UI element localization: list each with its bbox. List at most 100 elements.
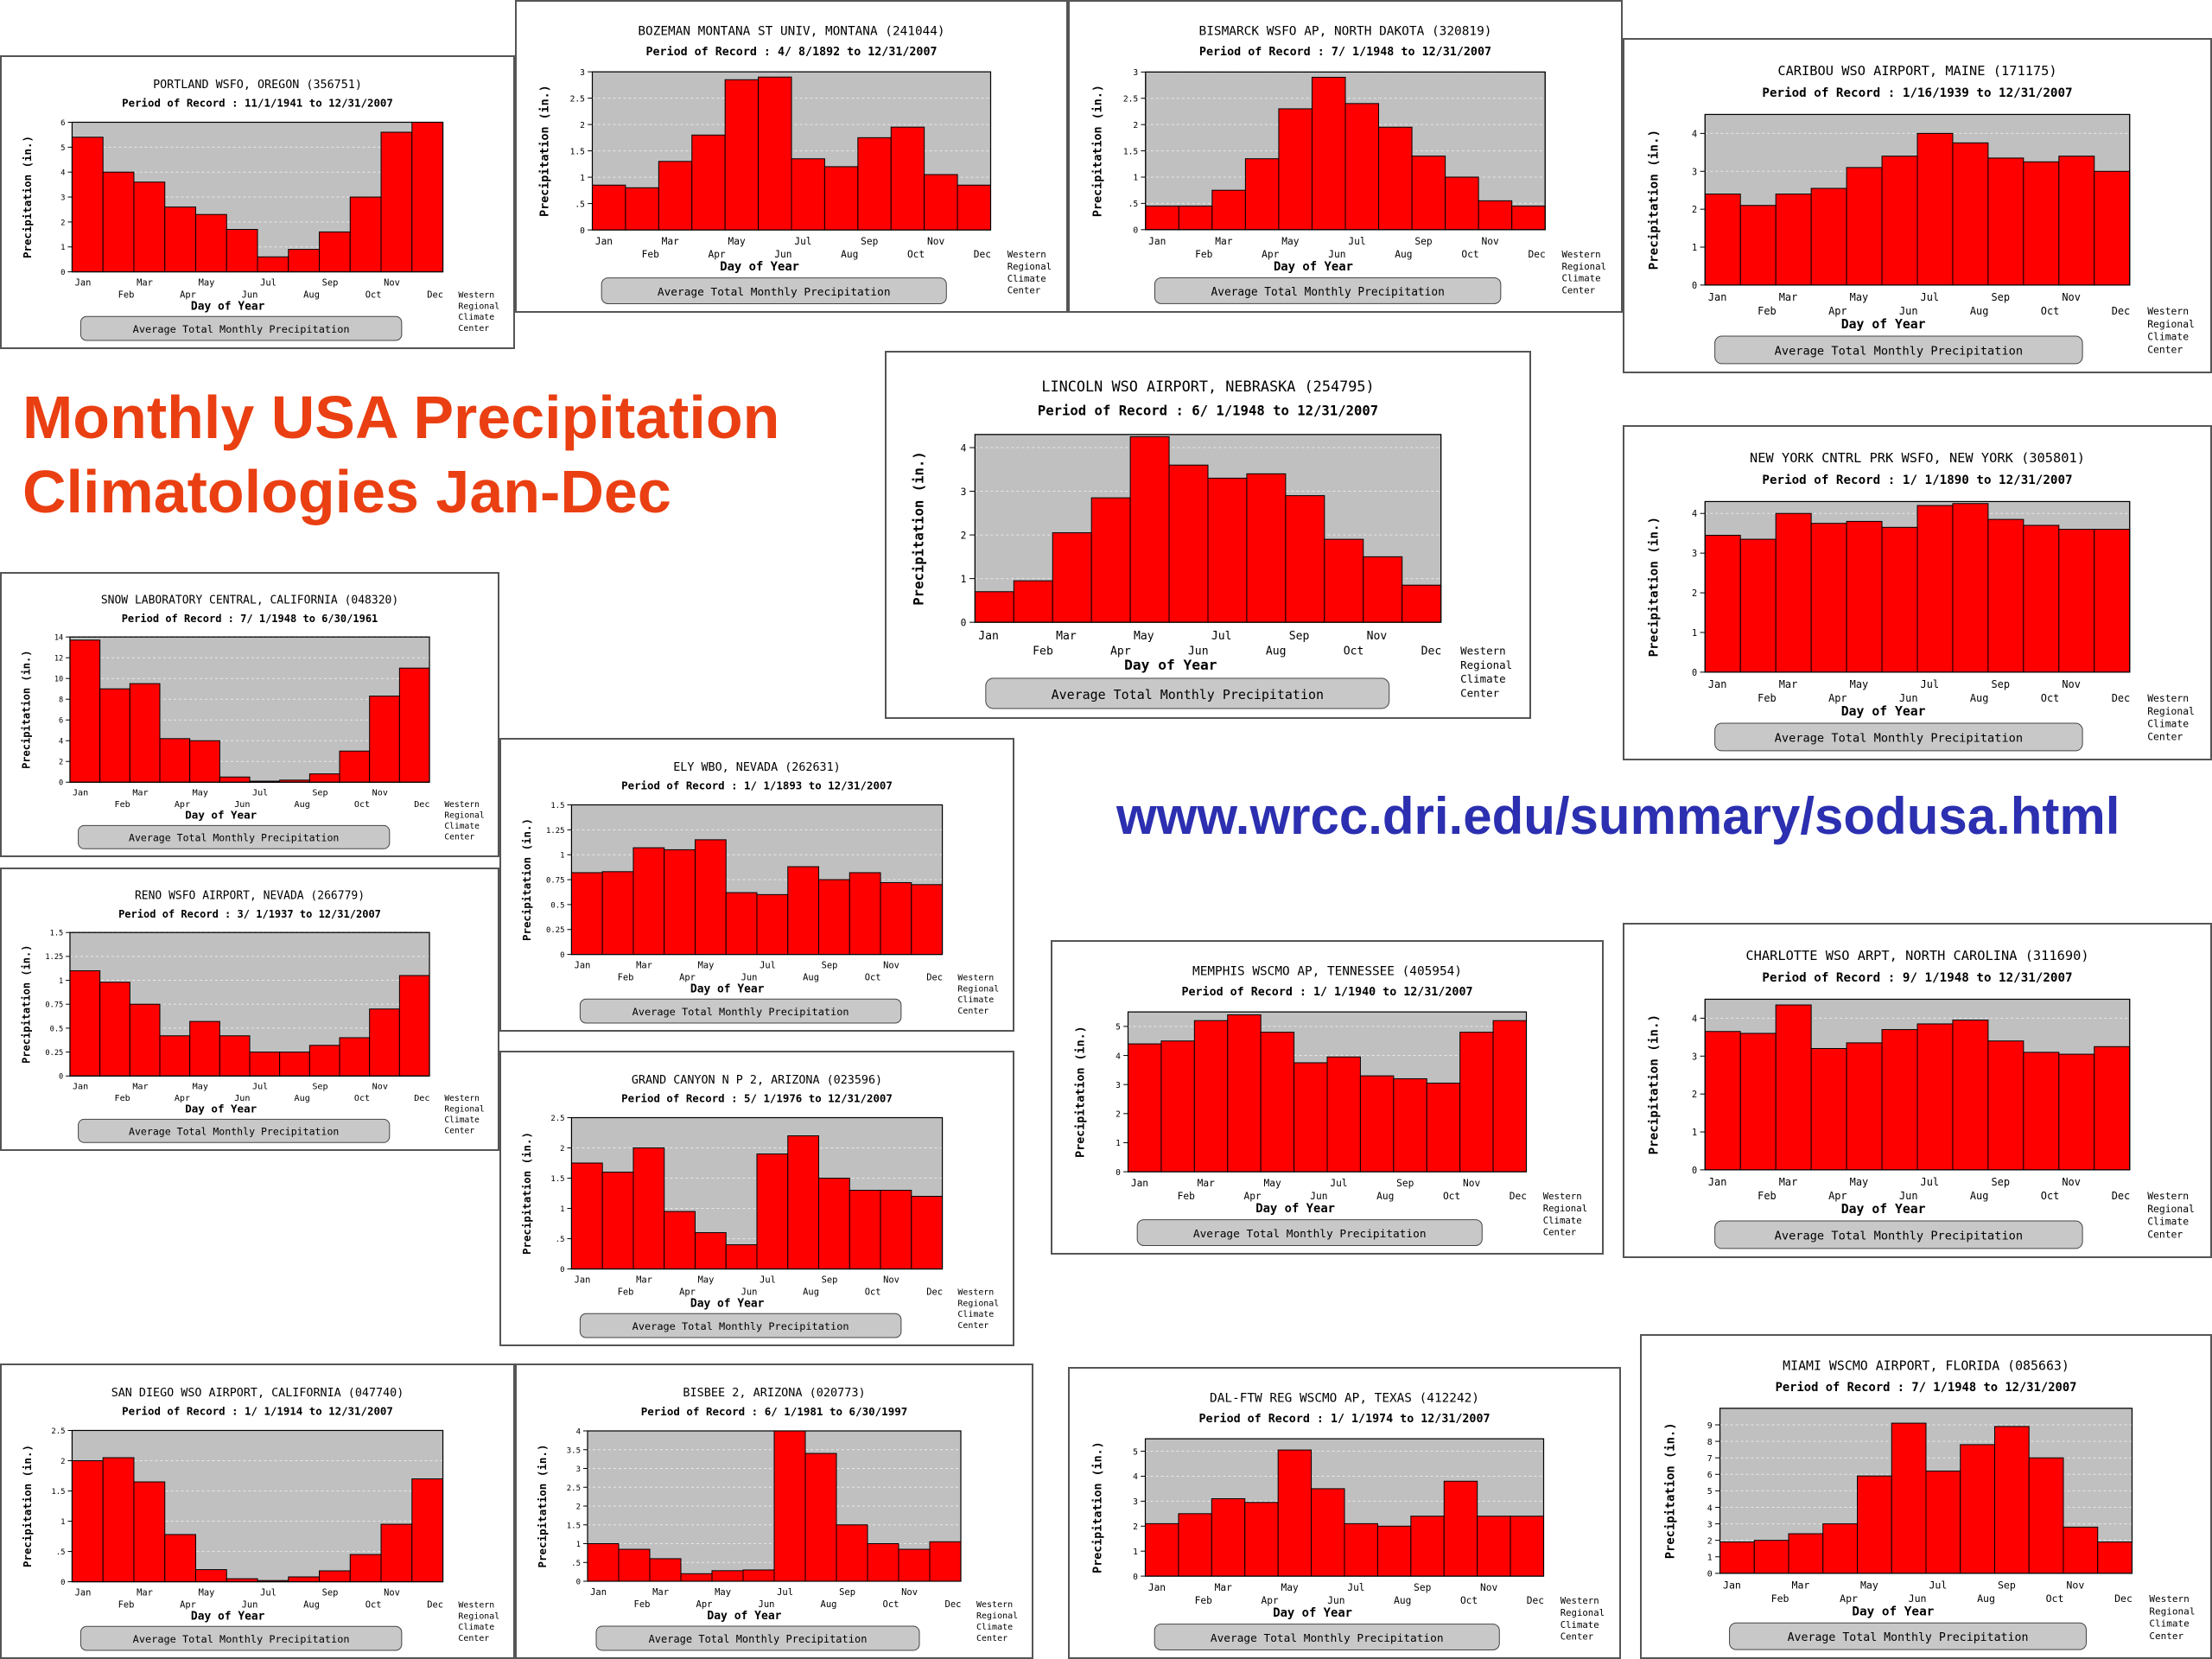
x-tick-label: Aug [1970,305,1989,317]
bar-feb [1753,1540,1789,1574]
chart-panel: CHARLOTTE WSO ARPT, NORTH CAROLINA (3116… [1623,923,2212,1258]
chart-title: MEMPHIS WSCMO AP, TENNESSEE (405954) [1192,964,1462,978]
x-tick-label: Sep [861,236,878,247]
y-tick-label: 6 [60,119,65,128]
credit-line: Climate [2147,331,2189,343]
bar-oct [2028,1457,2064,1574]
bar-apr [691,134,726,231]
footer-box [1714,335,2083,365]
bar-sep [1987,157,2024,286]
x-tick-label: Feb [115,1094,130,1103]
x-tick-label: Jul [252,1083,268,1092]
bar-nov [2058,529,2095,673]
bar-oct [867,1543,899,1582]
credit-line: Western [2149,1593,2190,1605]
x-tick-label: Mar [1215,236,1233,247]
bar-sep [818,1178,850,1270]
chart-svg: MEMPHIS WSCMO AP, TENNESSEE (405954) Peri… [1073,964,1587,1246]
x-tick-label: Feb [1758,692,1777,704]
chart-subtitle: Period of Record : 1/ 1/1890 to 12/31/20… [1762,474,2072,487]
bar-jun [742,1569,775,1582]
bar-apr [1810,188,1847,286]
bar-jan [69,639,101,783]
x-tick-label: Aug [295,800,310,810]
chart-subtitle: Period of Record : 7/ 1/1948 to 6/30/196… [122,613,378,625]
bar-aug [279,1052,310,1077]
bar-mar [129,1003,161,1077]
y-tick-label: 1 [560,1205,564,1214]
chart-subtitle: Period of Record : 6/ 1/1948 to 12/31/20… [1038,403,1378,418]
chart-subtitle: Period of Record : 9/ 1/1948 to 12/31/20… [1762,971,2072,985]
bar-apr [664,1211,696,1270]
chart-title: SAN DIEGO WSO AIRPORT, CALIFORNIA (04774… [111,1387,404,1400]
credit-line: Center [458,1634,489,1643]
y-axis-label: Precipitation (in.) [21,136,34,258]
x-tick-label: May [1850,1176,1869,1188]
bar-feb [1013,580,1053,623]
chart-title: GRAND CANYON N P 2, ARIZONA (023596) [632,1074,882,1087]
bar-jun [1881,526,1918,673]
x-tick-label: Apr [180,289,196,300]
y-tick-label: 3 [1116,1081,1121,1090]
bar-jun [226,229,258,273]
chart-svg: NEW YORK CNTRL PRK WSFO, NEW YORK (30580… [1648,450,2195,752]
x-tick-label: Mar [1198,1178,1215,1189]
y-tick-label: 0 [560,1266,564,1274]
chart-panel: CARIBOU WSO AIRPORT, MAINE (171175) Perio… [1623,38,2212,373]
bar-jan [1704,534,1741,673]
footer-label: Average Total Monthly Precipitation [1211,286,1445,299]
footer-label: Average Total Monthly Precipitation [133,1633,350,1645]
y-tick-label: 2 [59,759,63,767]
x-tick-label: May [1134,630,1154,643]
source-url[interactable]: www.wrcc.dri.edu/summary/sodusa.html [1116,787,2120,845]
x-axis-label: Day of Year [720,260,799,274]
x-axis-label: Day of Year [707,1610,781,1623]
x-tick-label: Apr [1828,1190,1847,1202]
y-tick-label: 4 [1692,1014,1697,1024]
x-tick-label: Nov [883,1274,899,1285]
x-tick-label: Jan [1708,291,1727,303]
y-tick-label: 2 [1692,1090,1697,1100]
bar-apr [1822,1523,1859,1574]
footer-label: Average Total Monthly Precipitation [1193,1228,1427,1241]
bar-may [1846,520,1883,673]
y-tick-label: 0 [576,1579,581,1587]
bar-may [711,1570,744,1582]
bar-feb [1739,538,1777,673]
y-axis-label: Precipitation (in.) [1073,1026,1087,1157]
bar-may [1278,108,1313,231]
footer-box [579,998,902,1024]
x-tick-label: Mar [652,1587,669,1598]
credit-line: Center [444,833,474,842]
bar-may [694,1232,727,1270]
bar-oct [349,196,382,273]
bar-jan [1704,194,1741,286]
bar-feb [601,871,634,956]
credit-line: Climate [1560,1619,1599,1630]
bar-dec [411,121,444,273]
y-axis-label: Precipitation (in.) [1648,517,1662,657]
x-axis-label: Day of Year [1841,704,1926,719]
x-axis-label: Day of Year [1841,317,1926,332]
x-tick-label: Aug [303,1599,320,1610]
bar-nov [880,1190,912,1270]
x-tick-label: Apr [696,1599,713,1610]
bar-jul [1207,477,1248,623]
x-tick-label: Sep [312,789,327,798]
bar-sep [319,231,351,273]
bar-oct [339,750,371,783]
bar-apr [680,1573,713,1582]
x-tick-label: Jan [1708,1176,1727,1188]
y-tick-label: 1 [1692,244,1697,253]
y-tick-label: 3 [580,68,585,78]
bar-nov [880,882,912,956]
bar-jul [257,256,289,273]
bar-dec [411,1478,444,1583]
x-tick-label: Dec [974,249,991,260]
footer-label: Average Total Monthly Precipitation [1052,687,1324,702]
bar-jul [1344,1522,1378,1577]
bar-feb [618,1548,651,1582]
chart-svg: LINCOLN WSO AIRPORT, NEBRASKA (254795) Pe… [911,378,1512,709]
x-tick-label: Feb [118,289,135,300]
chart-title: PORTLAND WSFO, OREGON (356751) [153,79,362,92]
